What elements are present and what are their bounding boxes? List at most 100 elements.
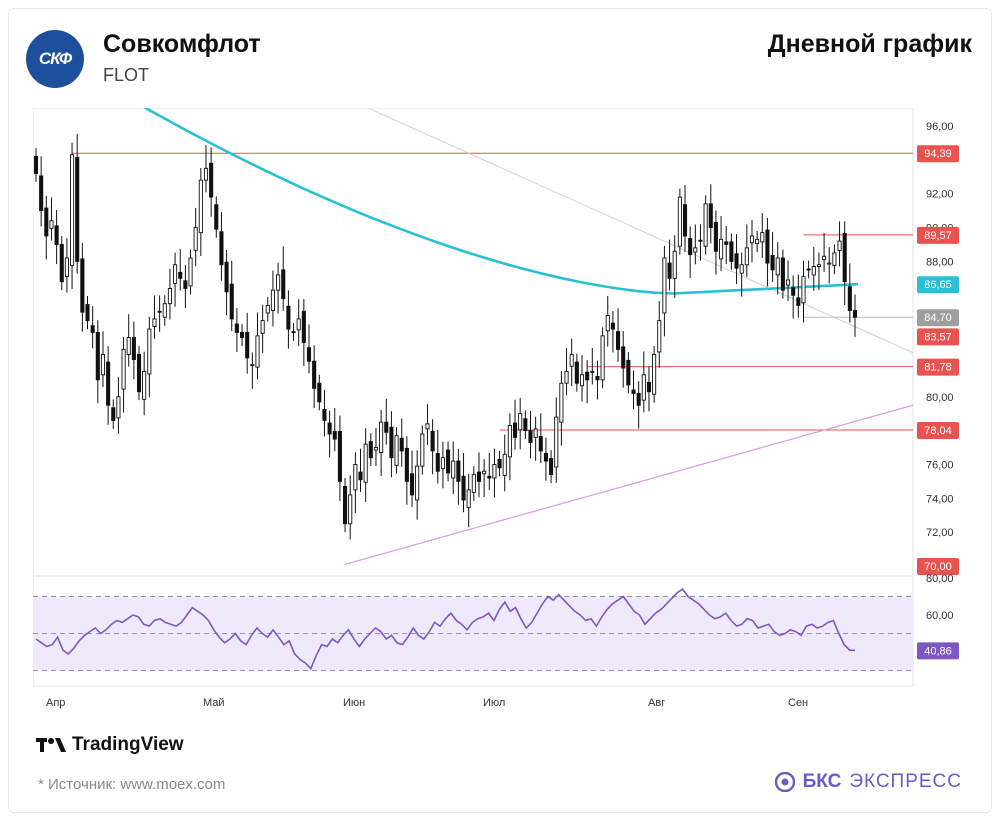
candle-body: [698, 239, 703, 242]
candle-body: [409, 473, 415, 496]
candle: [641, 351, 646, 413]
candle-body: [760, 232, 765, 243]
candle: [713, 210, 718, 275]
candle: [734, 234, 739, 285]
candle-body: [688, 238, 693, 256]
price-tag-81-78: 81,78: [924, 362, 952, 374]
candle: [90, 306, 95, 349]
candle: [466, 473, 471, 528]
candle-body: [281, 269, 286, 300]
candle-body: [456, 460, 461, 482]
candle-body: [260, 320, 265, 334]
candle: [523, 410, 528, 440]
candle-body: [641, 374, 646, 401]
candle: [239, 324, 245, 346]
candle-body: [358, 471, 363, 481]
candle: [270, 270, 275, 327]
candle-body: [677, 196, 682, 247]
candle: [703, 195, 708, 255]
company-name: Совкомфлот: [103, 30, 261, 58]
price-tick-label: 72,00: [926, 527, 954, 539]
candle: [348, 475, 353, 540]
candle: [245, 312, 250, 374]
candle: [796, 274, 801, 318]
candle: [121, 337, 126, 413]
candle-body: [111, 407, 116, 421]
candle-body: [229, 283, 234, 320]
candle: [626, 351, 631, 394]
candle-body: [152, 318, 157, 327]
candle-body: [549, 458, 554, 476]
candle-body: [193, 227, 198, 251]
candle-body: [301, 310, 306, 344]
candle: [708, 184, 713, 244]
candle: [343, 478, 348, 533]
candle: [765, 217, 770, 287]
candle-body: [533, 428, 538, 438]
candle-body: [646, 381, 652, 393]
candle-body: [39, 175, 44, 212]
price-tag-70-00-bg: [917, 558, 959, 575]
candle: [811, 246, 816, 291]
candle: [173, 252, 178, 307]
candle-body: [662, 257, 667, 314]
month-label: Май: [203, 697, 225, 709]
month-label: Апр: [46, 697, 65, 709]
candle-body: [276, 274, 281, 291]
candle-body: [554, 416, 559, 468]
candle-body: [64, 257, 69, 278]
price-tag-89-57: 89,57: [924, 230, 952, 242]
candle: [142, 351, 147, 416]
candle-body: [70, 154, 75, 267]
candle-body: [708, 203, 713, 228]
candle: [85, 296, 90, 330]
candle: [64, 238, 69, 293]
candle: [198, 167, 203, 256]
candle-body: [209, 162, 214, 198]
candle: [203, 144, 209, 193]
candle-body: [600, 335, 605, 381]
candle: [44, 195, 49, 260]
candle-body: [791, 287, 796, 296]
candle: [301, 299, 306, 366]
candle: [80, 242, 85, 332]
candle: [662, 245, 667, 337]
candle: [250, 352, 255, 389]
candle-body: [461, 475, 466, 501]
price-tag-83-57-bg: [917, 328, 959, 346]
candle-body: [49, 220, 54, 229]
candle: [425, 404, 430, 445]
candle-body: [569, 354, 574, 367]
candle-body: [497, 458, 502, 469]
candle: [554, 397, 559, 483]
candle-body: [626, 359, 631, 386]
price-tag-last: 84,70: [924, 312, 952, 324]
candle-body: [33, 156, 39, 174]
candle-body: [306, 347, 312, 362]
candle: [585, 360, 590, 404]
candle-body: [476, 471, 482, 482]
candle: [327, 410, 332, 458]
candle-body: [574, 361, 579, 384]
candle: [497, 450, 502, 477]
candle: [672, 235, 677, 298]
candle: [667, 239, 672, 291]
candle: [296, 299, 301, 346]
candle: [822, 232, 827, 272]
candle-body: [806, 268, 811, 271]
candle-body: [167, 288, 172, 305]
candle: [605, 295, 610, 347]
price-tag-ma-bg: [917, 276, 959, 294]
support-trendline: [344, 404, 914, 565]
candle-body: [131, 337, 136, 360]
candle: [147, 316, 152, 398]
price-tag-70-00: 70,00: [924, 561, 952, 573]
candle: [492, 448, 497, 498]
candle: [70, 142, 75, 289]
rsi-tag-label: 40,86: [924, 645, 952, 657]
candle-body: [616, 331, 621, 350]
candle-body: [559, 382, 564, 423]
candle-body: [471, 474, 476, 493]
candle: [451, 441, 456, 494]
candle: [780, 249, 785, 299]
